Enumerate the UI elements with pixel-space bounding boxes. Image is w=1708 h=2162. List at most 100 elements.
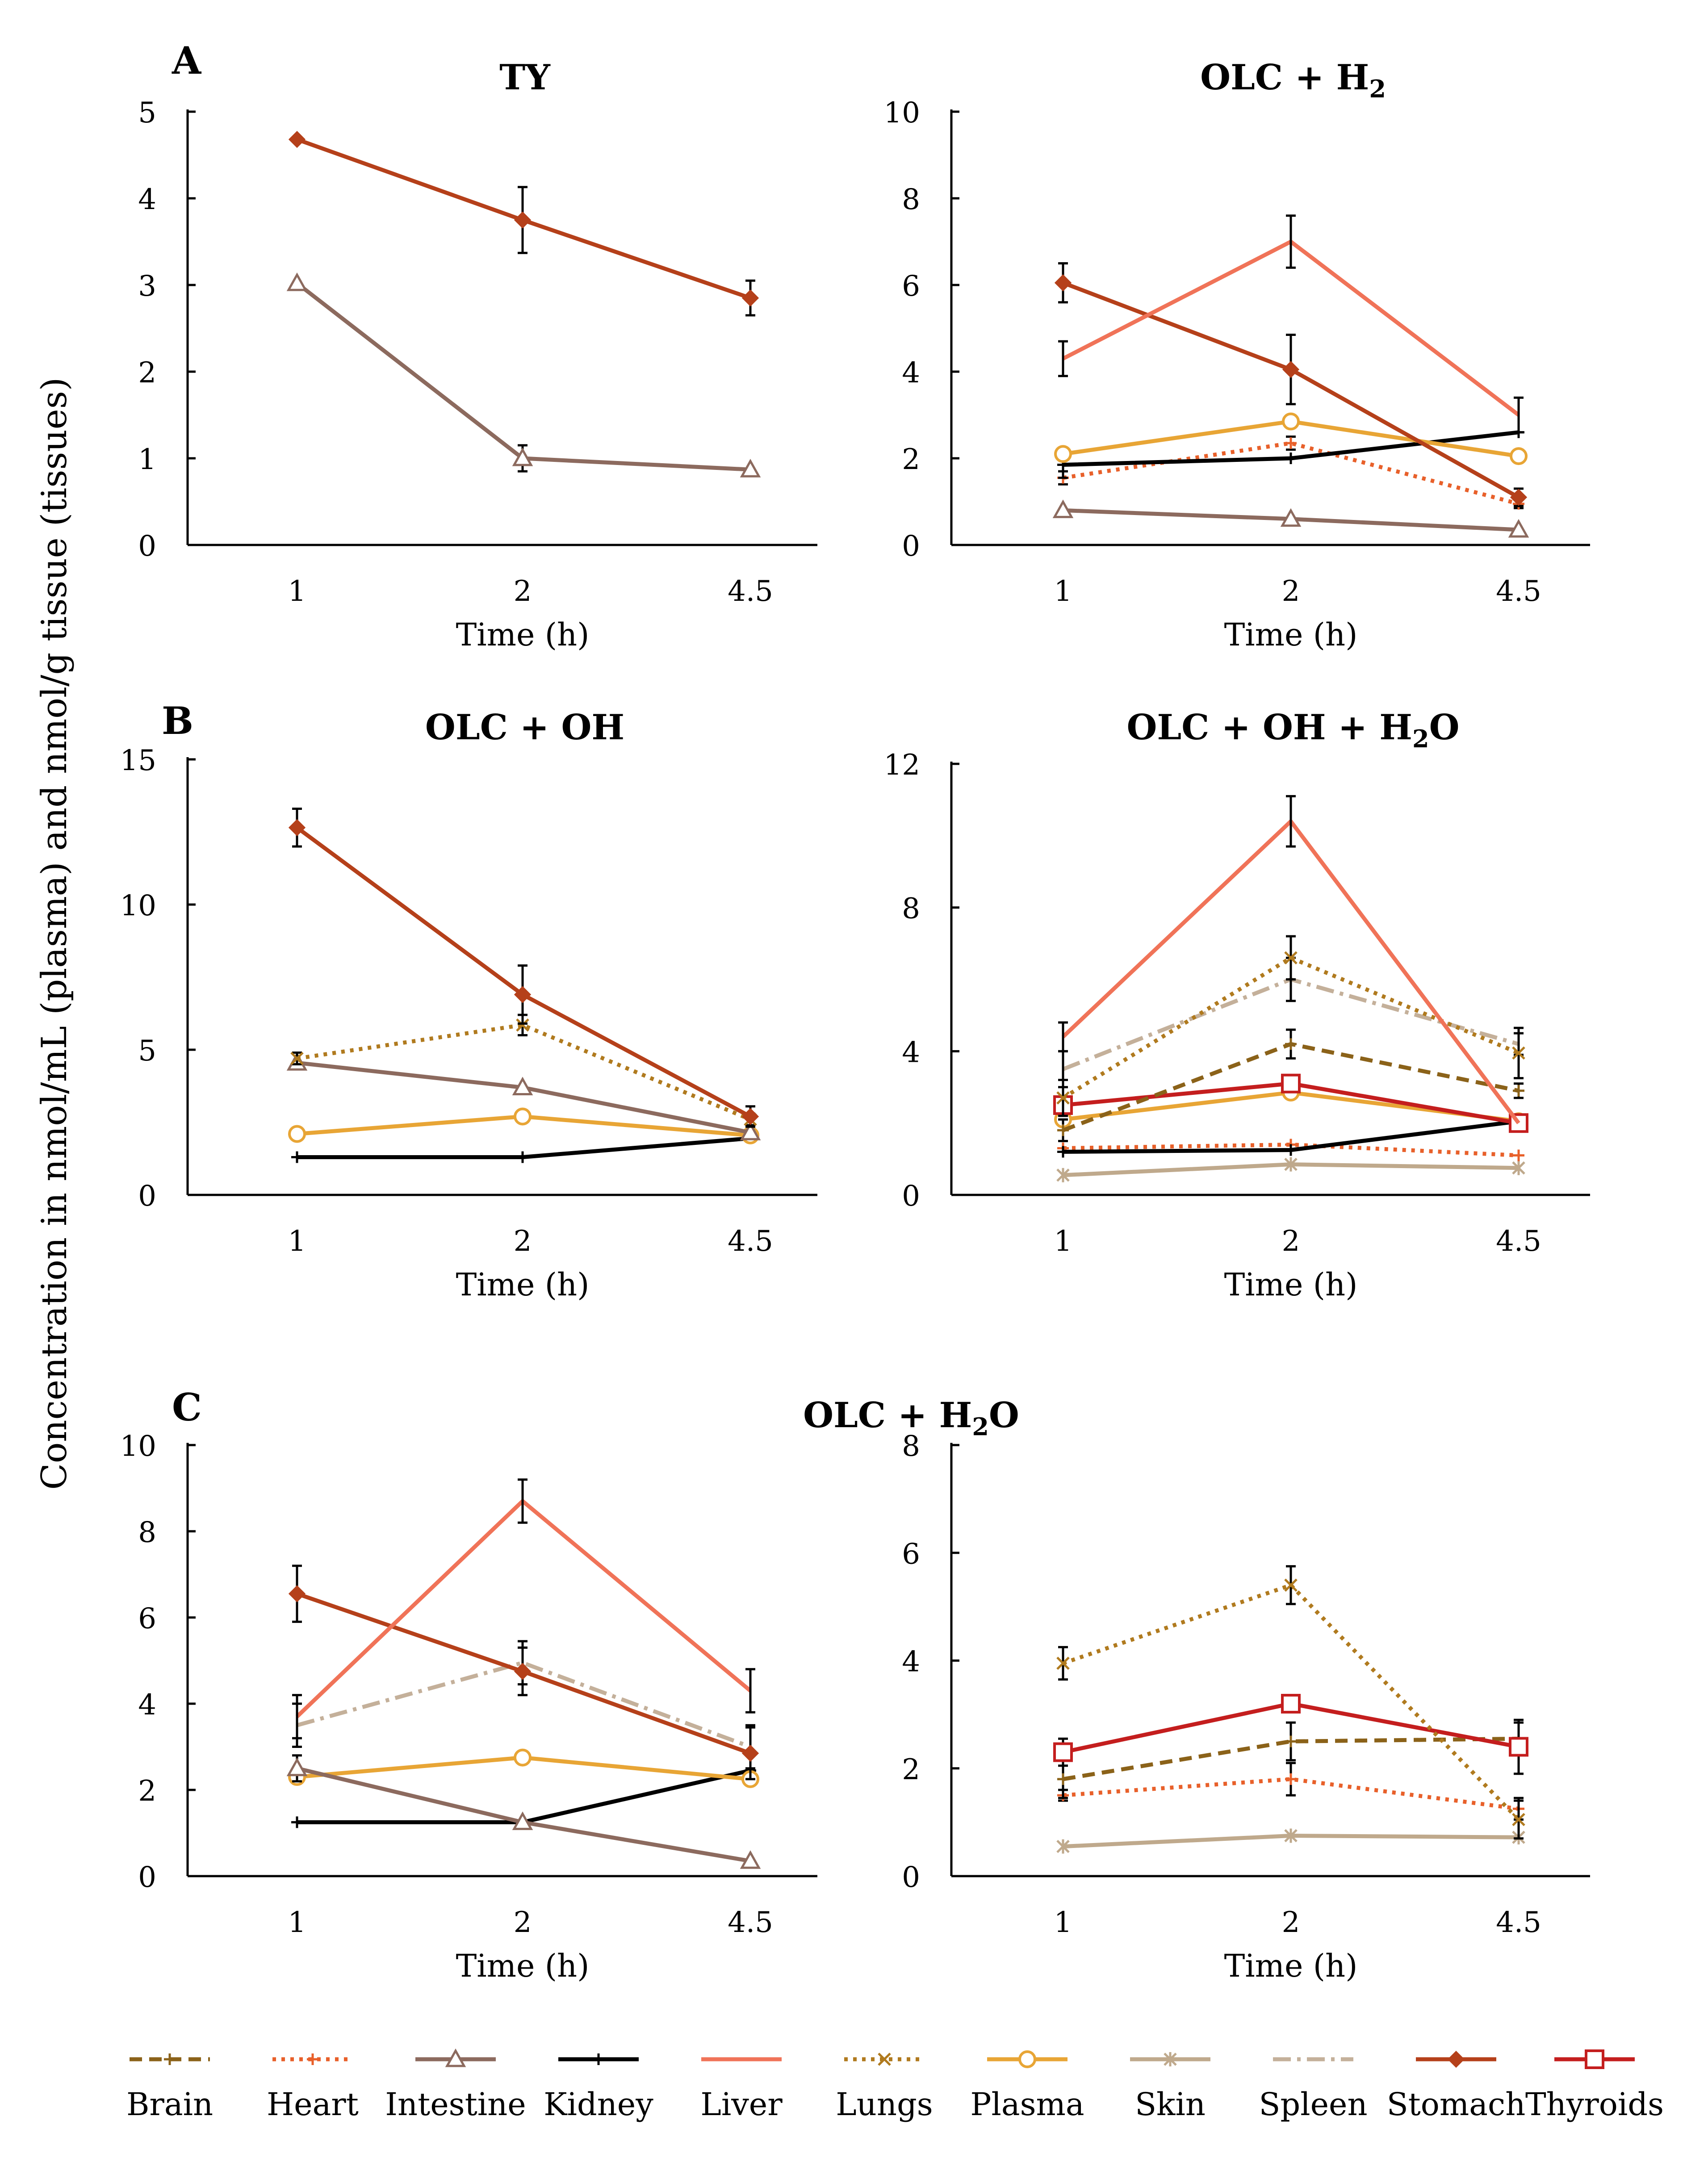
- series-stomach: [288, 808, 759, 1128]
- data-point-plasma: [1054, 445, 1072, 463]
- legend-marker-stomach: [1447, 2050, 1465, 2068]
- legend-label-liver: Liver: [700, 2086, 783, 2123]
- series-kidney: [291, 1132, 756, 1163]
- data-point-kidney: [291, 1151, 303, 1163]
- x-tick-label: 1: [1054, 1225, 1072, 1258]
- panel-letter-c: C: [172, 1385, 202, 1429]
- series-intestine: [286, 1754, 761, 1869]
- data-point-intestine: [1280, 508, 1302, 527]
- legend-label-lungs: Lungs: [836, 2086, 933, 2123]
- data-point-skin: [1056, 1839, 1070, 1854]
- series-stomach: [288, 130, 759, 317]
- legend-label-brain: Brain: [126, 2086, 213, 2123]
- legend-item-intestine: Intestine: [385, 2048, 526, 2123]
- series-kidney: [1057, 1115, 1524, 1158]
- y-tick-label: 15: [120, 744, 156, 777]
- legend-item-kidney: Kidney: [544, 2053, 653, 2123]
- x-axis-label: Time (h): [456, 1948, 590, 1984]
- data-point-brain: [1285, 1735, 1297, 1747]
- series-stomach: [1054, 262, 1528, 507]
- legend-marker-intestine: [445, 2048, 466, 2067]
- x-tick-label: 1: [1054, 1906, 1072, 1939]
- data-point-lungs: [1284, 951, 1298, 965]
- y-tick-label: 0: [902, 1180, 920, 1213]
- legend-item-stomach: Stomach: [1387, 2050, 1526, 2123]
- y-tick-label: 0: [138, 530, 156, 563]
- data-point-stomach: [741, 289, 759, 307]
- x-tick-label: 4.5: [728, 575, 773, 608]
- x-tick-label: 1: [288, 575, 306, 608]
- series-kidney: [1057, 426, 1524, 479]
- data-point-lungs: [1056, 1656, 1070, 1670]
- y-tick-label: 4: [138, 1689, 156, 1722]
- y-tick-label: 4: [138, 183, 156, 216]
- y-tick-label: 6: [902, 270, 920, 303]
- legend-label-spleen: Spleen: [1259, 2086, 1367, 2123]
- data-point-stomach: [1054, 274, 1072, 292]
- data-point-intestine: [286, 272, 308, 291]
- x-axis-label: Time (h): [1224, 616, 1358, 653]
- x-axis-label: Time (h): [1224, 1266, 1358, 1303]
- data-point-lungs: [1284, 1578, 1298, 1592]
- data-point-plasma: [514, 1107, 532, 1126]
- legend-marker-thyroids: [1585, 2049, 1604, 2069]
- y-tick-label: 8: [138, 1516, 156, 1549]
- data-point-heart: [1513, 1149, 1524, 1161]
- legend-marker-plasma: [1018, 2050, 1036, 2068]
- x-axis-label: Time (h): [456, 616, 590, 653]
- data-point-kidney: [517, 1151, 528, 1163]
- error-bar: [518, 1478, 527, 1524]
- series-liver: [292, 1478, 755, 1739]
- data-point-heart: [1285, 1773, 1297, 1785]
- series-plasma: [288, 1748, 759, 1788]
- data-point-stomach: [288, 1585, 306, 1603]
- data-point-brain: [1285, 1038, 1297, 1050]
- y-tick-label: 6: [138, 1602, 156, 1635]
- error-bar: [1286, 795, 1296, 848]
- series-skin: [1056, 1157, 1525, 1182]
- data-point-intestine: [740, 1850, 761, 1869]
- error-bar: [745, 1668, 755, 1714]
- error-bar: [292, 1694, 302, 1739]
- chart-b1: 0 5 10 15 1 2 4.5 Time (h) OLC + OH: [120, 707, 817, 1303]
- series-intestine: [286, 272, 761, 478]
- data-point-kidney: [1285, 453, 1297, 464]
- legend-label-stomach: Stomach: [1387, 2086, 1526, 2123]
- legend-marker-lungs: [878, 2053, 891, 2066]
- x-tick-label: 4.5: [1496, 575, 1541, 608]
- y-tick-label: 4: [902, 1646, 920, 1679]
- data-point-skin: [1284, 1828, 1298, 1843]
- y-tick-label: 5: [138, 96, 156, 130]
- legend-item-spleen: Spleen: [1259, 2057, 1368, 2123]
- legend-item-liver: Liver: [700, 2057, 783, 2123]
- x-tick-label: 2: [1282, 1225, 1300, 1258]
- data-point-brain: [1057, 1773, 1069, 1785]
- chart-a1: 0 1 2 3 4 5 1 2 4.5 Time (h) TY: [138, 57, 817, 653]
- chart-title: OLC + H2: [1200, 57, 1386, 103]
- series-intestine: [286, 1052, 761, 1140]
- series-intestine: [1052, 499, 1529, 538]
- data-point-skin: [1512, 1161, 1525, 1175]
- data-point-stomach: [288, 130, 306, 148]
- data-point-kidney: [1285, 1144, 1297, 1156]
- chart-title: TY: [499, 57, 551, 98]
- data-point-intestine: [1508, 519, 1529, 538]
- x-tick-label: 4.5: [1496, 1906, 1541, 1939]
- y-tick-label: 0: [138, 1180, 156, 1213]
- data-point-stomach: [288, 819, 306, 836]
- series-line-heart: [1063, 441, 1520, 506]
- series-heart: [1057, 1762, 1524, 1821]
- data-point-skin: [1056, 1168, 1070, 1182]
- data-point-plasma: [288, 1125, 306, 1143]
- data-point-intestine: [512, 1811, 533, 1830]
- x-tick-label: 2: [1282, 575, 1300, 608]
- panel-c-title: OLC + H2O: [803, 1395, 1019, 1441]
- data-point-stomach: [1282, 361, 1300, 378]
- error-bar: [1286, 214, 1296, 269]
- x-tick-label: 2: [514, 575, 532, 608]
- series-plasma: [1054, 412, 1528, 465]
- legend-marker-brain: [164, 2053, 176, 2065]
- legend-item-lungs: Lungs: [836, 2053, 933, 2123]
